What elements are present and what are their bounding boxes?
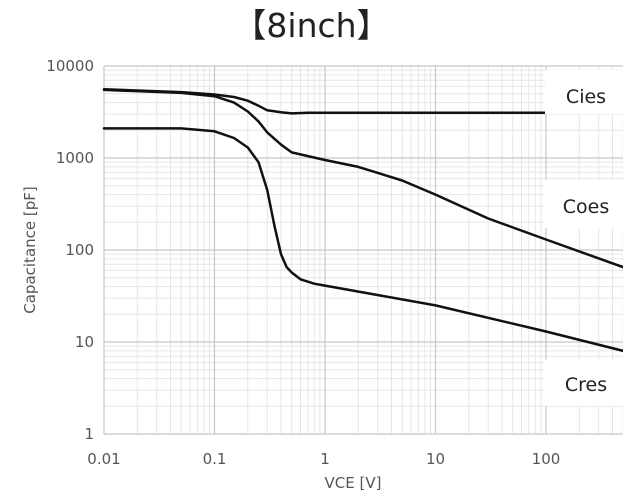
series-label-coes: Coes bbox=[563, 196, 609, 218]
series-line-cres bbox=[102, 127, 623, 353]
series-lines bbox=[102, 87, 623, 353]
series-label-bg bbox=[545, 70, 623, 114]
y-axis-label: Capacitance [pF] bbox=[21, 186, 39, 313]
y-tick-label: 1 bbox=[84, 425, 94, 443]
x-tick-label: 0.1 bbox=[203, 450, 227, 468]
x-axis-label: VCE [V] bbox=[325, 474, 382, 492]
x-tick-label: 100 bbox=[532, 450, 561, 468]
series-label-cies: Cies bbox=[566, 86, 606, 108]
tick-labels: 0.01 0.1 1 10 100 1 10 100 1000 10000 bbox=[46, 57, 560, 468]
x-tick-label: 0.01 bbox=[87, 450, 120, 468]
chart-title: 【8inch】 bbox=[233, 6, 390, 45]
series-line-cies bbox=[102, 87, 623, 115]
y-tick-label: 10000 bbox=[46, 57, 94, 75]
series-labels: Cies Coes Cres bbox=[545, 70, 623, 406]
series-label-bg bbox=[545, 360, 623, 406]
y-tick-label: 10 bbox=[75, 333, 94, 351]
x-tick-label: 10 bbox=[426, 450, 445, 468]
series-label-bg bbox=[545, 180, 623, 228]
series-label-cres: Cres bbox=[565, 374, 607, 396]
y-tick-label: 100 bbox=[65, 241, 94, 259]
series-line-coes bbox=[102, 88, 623, 269]
y-tick-label: 1000 bbox=[56, 149, 94, 167]
x-tick-label: 1 bbox=[320, 450, 330, 468]
